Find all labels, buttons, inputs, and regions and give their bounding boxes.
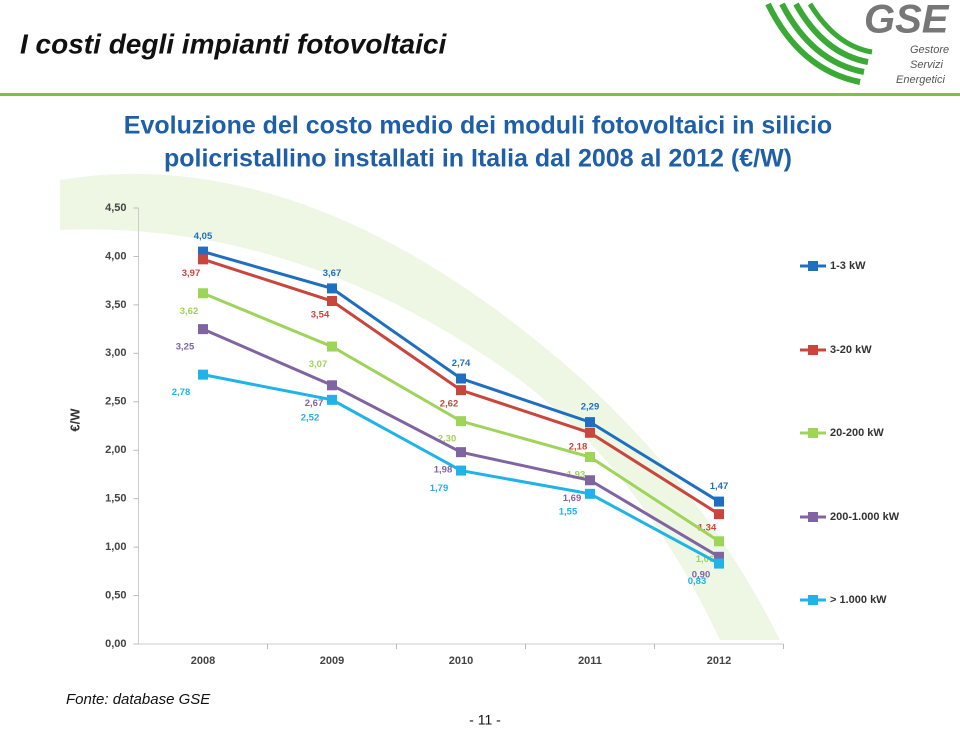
- legend-label: 3-20 kW: [830, 344, 872, 356]
- legend-label: 200-1.000 kW: [830, 511, 900, 523]
- data-point: [585, 488, 595, 499]
- data-point: [714, 536, 724, 547]
- logo-mark: [765, 2, 873, 85]
- data-point: [714, 509, 724, 520]
- data-point: [456, 373, 466, 384]
- data-point: [198, 324, 208, 335]
- data-label: 2,30: [438, 434, 457, 445]
- data-label: 0,83: [688, 576, 707, 587]
- legend-swatch: [808, 512, 818, 522]
- data-label: 2,67: [305, 398, 324, 409]
- data-label: 3,54: [311, 310, 330, 321]
- y-tick-label: 0,00: [105, 638, 126, 650]
- data-point: [327, 341, 337, 352]
- y-tick-label: 3,50: [105, 299, 126, 311]
- x-tick-label: 2010: [449, 655, 473, 667]
- data-label: 1,79: [430, 483, 449, 494]
- data-point: [714, 496, 724, 507]
- data-point: [456, 385, 466, 396]
- data-label: 2,74: [452, 358, 471, 369]
- y-tick-label: 3,00: [105, 347, 126, 359]
- logo-text: GSE: [864, 0, 950, 42]
- data-point: [327, 296, 337, 307]
- y-tick-label: 4,50: [105, 202, 126, 214]
- data-label: 3,67: [323, 268, 342, 279]
- data-point: [585, 452, 595, 463]
- chart-title: policristallino installati in Italia dal…: [164, 145, 792, 173]
- data-label: 2,52: [301, 412, 320, 423]
- data-label: 4,05: [194, 231, 213, 242]
- y-tick-label: 2,50: [105, 396, 126, 408]
- y-tick-label: 4,00: [105, 250, 126, 262]
- data-label: 1,47: [710, 481, 729, 492]
- data-label: 3,07: [309, 359, 328, 370]
- data-label: 1,55: [559, 506, 578, 517]
- page-number: - 11 -: [469, 712, 501, 728]
- data-point: [327, 394, 337, 405]
- data-point: [198, 288, 208, 299]
- legend-swatch: [808, 428, 818, 438]
- data-point: [198, 254, 208, 265]
- data-point: [585, 417, 595, 428]
- x-tick-label: 2009: [320, 655, 344, 667]
- data-label: 3,25: [176, 342, 195, 353]
- data-point: [456, 465, 466, 476]
- data-label: 1,98: [434, 465, 453, 476]
- logo-line: Gestore: [910, 44, 949, 56]
- x-tick-label: 2008: [191, 655, 215, 667]
- legend-swatch: [808, 345, 818, 355]
- data-label: 2,18: [569, 441, 588, 452]
- legend-label: 1-3 kW: [830, 260, 866, 272]
- data-point: [585, 475, 595, 486]
- legend-swatch: [808, 261, 818, 271]
- background-swoosh: [60, 173, 780, 640]
- logo-line: Servizi: [910, 59, 944, 71]
- legend-swatch: [808, 595, 818, 605]
- y-axis-label: €/W: [67, 408, 82, 432]
- logo-line: Energetici: [896, 74, 945, 86]
- data-point: [198, 246, 208, 257]
- data-label: 1,93: [567, 470, 586, 481]
- data-label: 1,69: [563, 493, 582, 504]
- data-point: [327, 283, 337, 294]
- y-tick-label: 0,50: [105, 589, 126, 601]
- y-tick-label: 1,50: [105, 493, 126, 505]
- data-point: [198, 369, 208, 380]
- x-tick-label: 2012: [707, 655, 731, 667]
- data-point: [714, 558, 724, 569]
- x-tick-label: 2011: [578, 655, 602, 667]
- data-point: [714, 551, 724, 562]
- y-tick-label: 1,00: [105, 541, 126, 553]
- legend-label: > 1.000 kW: [830, 594, 887, 606]
- data-label: 1,06: [696, 554, 715, 565]
- data-point: [327, 380, 337, 391]
- chart-title: Evoluzione del costo medio dei moduli fo…: [124, 112, 832, 140]
- source-note: Fonte: database GSE: [66, 691, 211, 708]
- data-label: 2,78: [172, 387, 191, 398]
- y-tick-label: 2,00: [105, 444, 126, 456]
- data-label: 2,62: [440, 399, 459, 410]
- title-rule: [0, 93, 960, 96]
- slide-title: I costi degli impianti fotovoltaici: [20, 28, 447, 59]
- data-label: 1,34: [698, 523, 717, 534]
- data-point: [456, 416, 466, 427]
- data-label: 3,97: [182, 268, 201, 279]
- data-label: 3,62: [180, 306, 199, 317]
- legend-label: 20-200 kW: [830, 427, 884, 439]
- data-label: 0,90: [692, 569, 711, 580]
- data-point: [456, 447, 466, 458]
- data-label: 2,29: [581, 402, 600, 413]
- data-point: [585, 427, 595, 438]
